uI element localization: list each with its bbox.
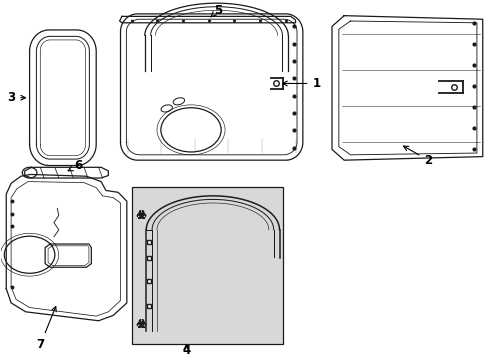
Text: 7: 7 [36,307,56,351]
Text: 2: 2 [403,146,431,167]
Text: 1: 1 [282,77,320,90]
Text: 6: 6 [68,159,82,172]
Text: 3: 3 [7,91,25,104]
Text: 5: 5 [210,4,222,17]
Polygon shape [131,187,283,344]
Text: 4: 4 [182,344,190,357]
